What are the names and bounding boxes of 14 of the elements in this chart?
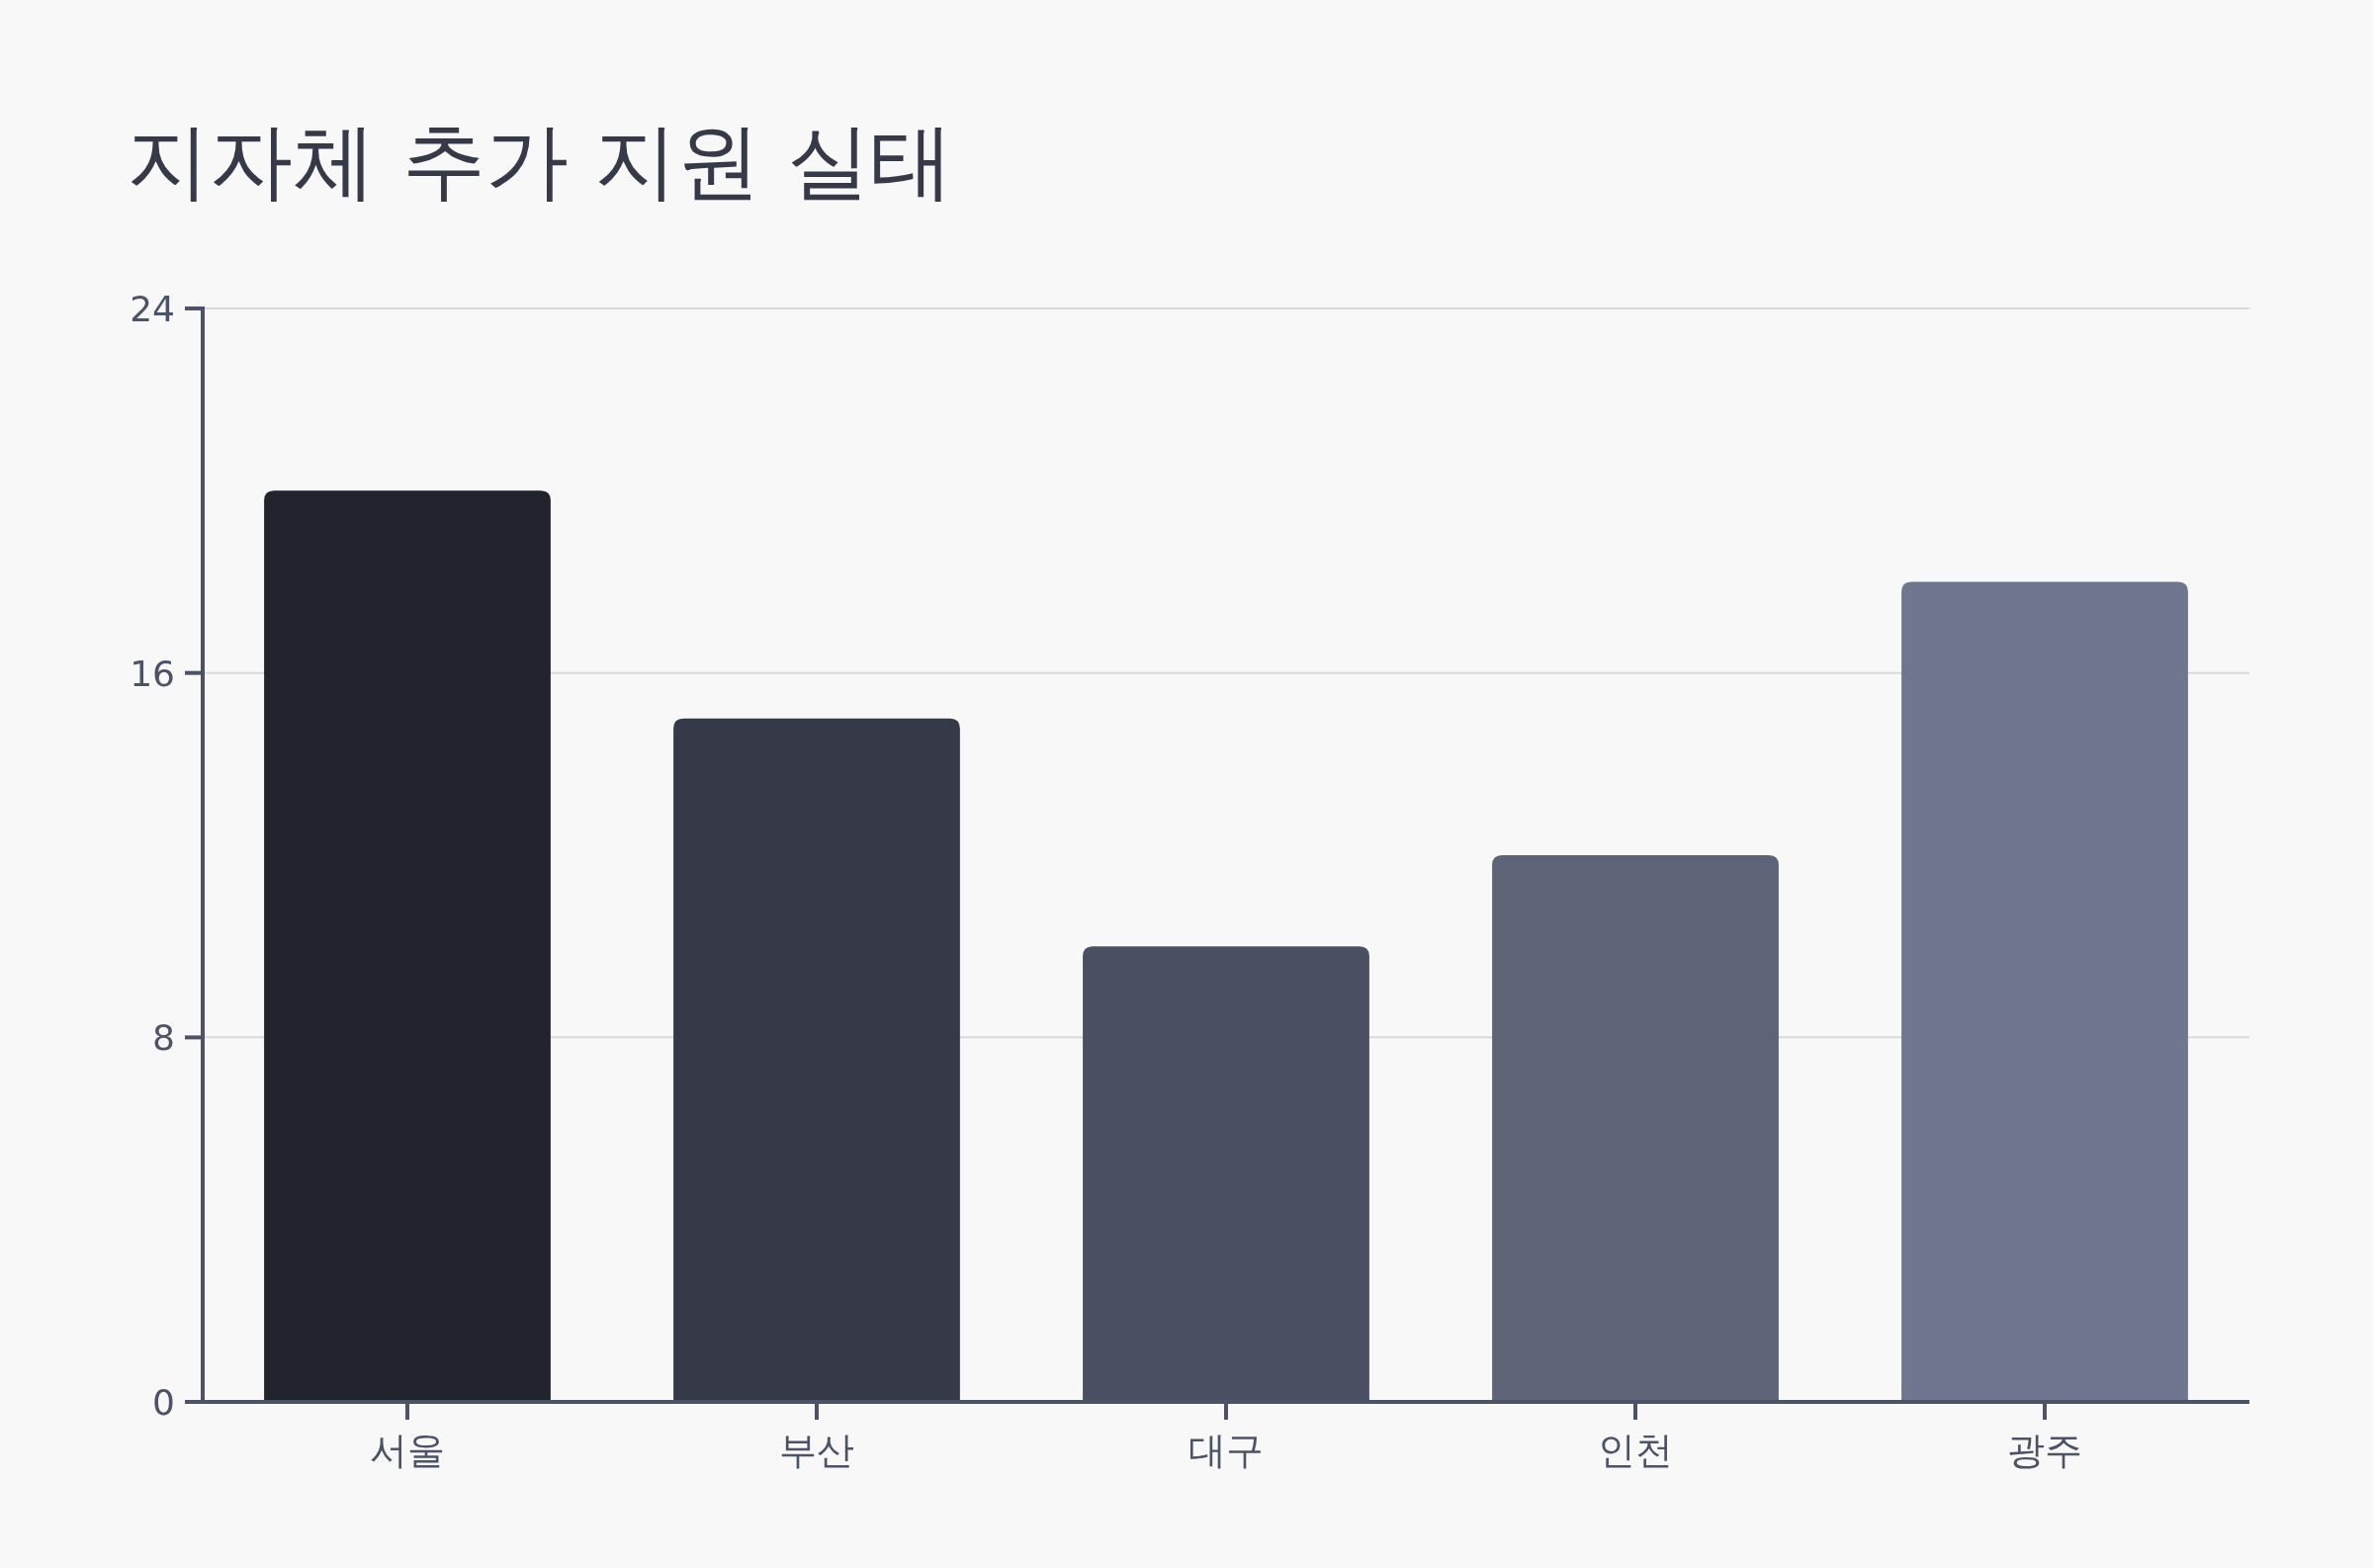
x-tick-label: 인천 bbox=[1598, 1429, 1673, 1472]
y-tick-label: 16 bbox=[130, 653, 175, 694]
bar bbox=[1901, 581, 2188, 1402]
bar bbox=[673, 718, 960, 1402]
chart-title: 지자체 추가 지원 실태 bbox=[127, 113, 954, 210]
y-tick-label: 24 bbox=[130, 289, 175, 329]
bar bbox=[264, 490, 551, 1402]
x-tick-label: 부산 bbox=[779, 1429, 854, 1472]
bar bbox=[1492, 855, 1779, 1402]
y-tick-label: 8 bbox=[152, 1017, 175, 1059]
x-tick-label: 서울 bbox=[370, 1429, 445, 1472]
y-tick-label: 0 bbox=[152, 1382, 175, 1423]
x-tick-label: 광주 bbox=[2007, 1429, 2082, 1472]
x-tick-label: 대구 bbox=[1188, 1429, 1264, 1472]
